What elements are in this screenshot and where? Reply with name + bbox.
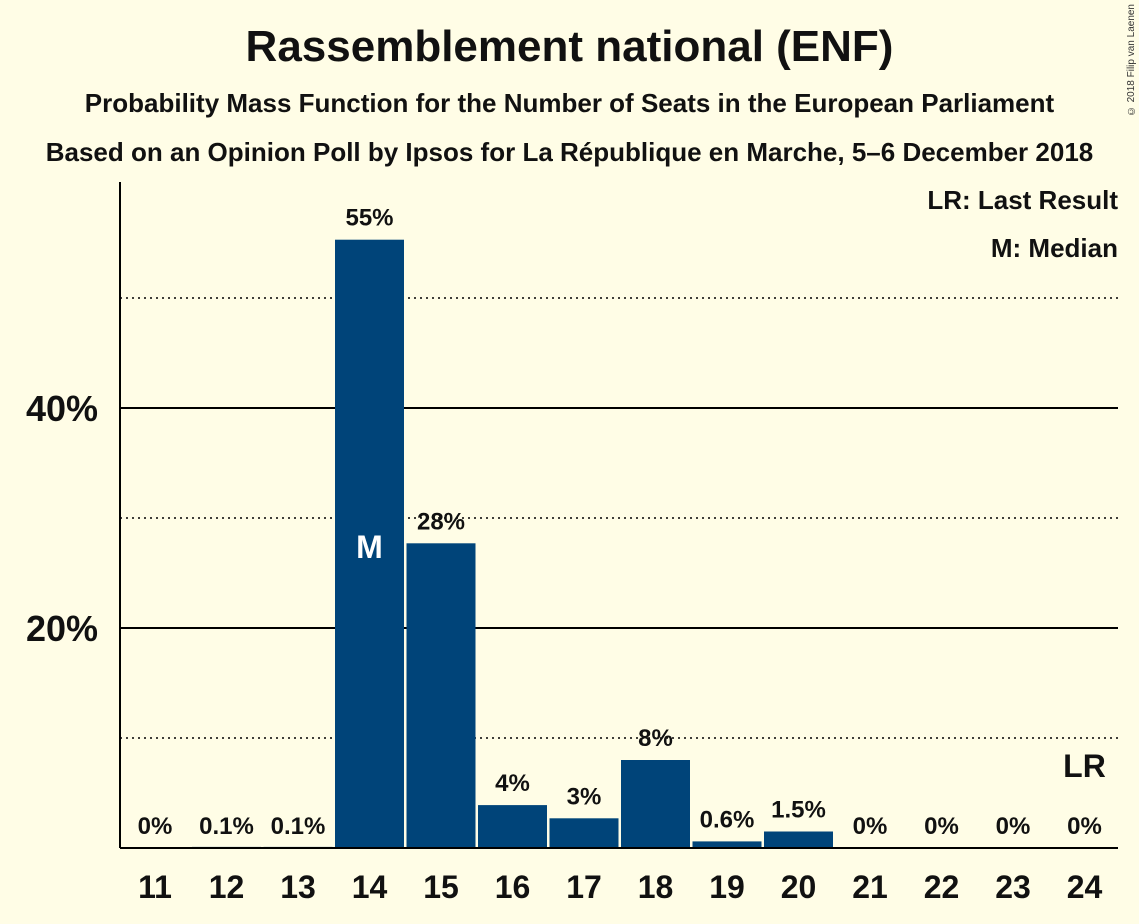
- data-label-11: 0%: [138, 813, 173, 840]
- bar-20: [764, 831, 833, 848]
- bar-17: [549, 818, 619, 848]
- data-label-13: 0.1%: [271, 813, 326, 840]
- bar-14: [335, 239, 404, 848]
- x-tick-label-11: 11: [138, 869, 172, 905]
- data-label-19: 0.6%: [700, 806, 755, 833]
- chart-title: Rassemblement national (ENF): [245, 22, 894, 71]
- x-tick-label-24: 24: [1067, 869, 1103, 905]
- legend-entry: LR: Last Result: [927, 185, 1118, 215]
- x-tick-label-15: 15: [423, 869, 459, 905]
- x-tick-label-12: 12: [209, 869, 245, 905]
- bars: [192, 239, 833, 848]
- data-label-24: 0%: [1067, 813, 1102, 840]
- x-tick-label-16: 16: [495, 869, 531, 905]
- gridlines: [120, 297, 1118, 739]
- data-labels: 0% 0.1% 0.1% 55% M 28% 4% 3% 8% 0.6% 1.5% 0% 0% 0% 0% L…: [138, 205, 1106, 840]
- x-tick-label-19: 19: [709, 869, 745, 905]
- bar-16: [478, 805, 547, 848]
- legend-entry: M: Median: [991, 233, 1118, 263]
- data-label-15: 28%: [417, 508, 465, 535]
- data-label-17: 3%: [567, 783, 602, 810]
- median-marker: M: [356, 529, 383, 565]
- x-tick-label-22: 22: [924, 869, 960, 905]
- bar-18: [621, 760, 690, 848]
- x-tick-label-20: 20: [781, 869, 817, 905]
- data-label-23: 0%: [996, 813, 1031, 840]
- bar-15: [406, 543, 476, 848]
- y-tick-label: 20%: [26, 608, 98, 649]
- last-result-marker: LR: [1063, 748, 1106, 784]
- x-tick-label-13: 13: [280, 869, 316, 905]
- data-label-16: 4%: [495, 770, 530, 797]
- legend: LR: Last Result M: Median: [927, 185, 1118, 263]
- bar-19: [692, 841, 762, 848]
- chart-subtitle: Probability Mass Function for the Number…: [84, 88, 1055, 118]
- x-tick-label-17: 17: [566, 869, 602, 905]
- x-tick-label-23: 23: [995, 869, 1031, 905]
- data-label-20: 1.5%: [771, 797, 826, 824]
- x-tick-label-14: 14: [352, 869, 388, 905]
- data-label-14: 55%: [345, 205, 393, 232]
- y-tick-label: 40%: [26, 388, 98, 429]
- x-tick-label-21: 21: [852, 869, 888, 905]
- data-label-22: 0%: [924, 813, 959, 840]
- chart-source-note: Based on an Opinion Poll by Ipsos for La…: [45, 137, 1094, 167]
- x-tick-label-18: 18: [638, 869, 674, 905]
- data-label-21: 0%: [853, 813, 888, 840]
- data-label-18: 8%: [638, 725, 673, 752]
- axes: 20% 40% 11 12 13 14 15 16 17 18 19 20 21 22 23 24: [26, 182, 1118, 905]
- data-label-12: 0.1%: [199, 813, 254, 840]
